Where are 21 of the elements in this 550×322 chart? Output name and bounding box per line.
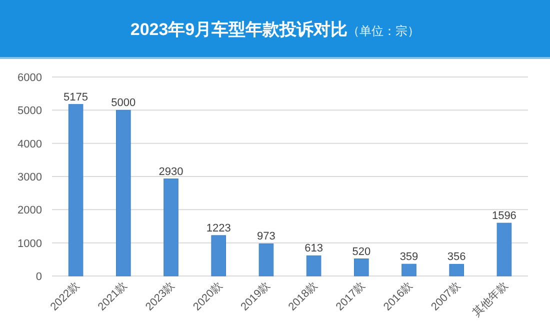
data-label: 973	[257, 230, 276, 243]
ytick: 6000	[18, 72, 42, 84]
data-label: 5000	[111, 97, 136, 110]
data-label: 1596	[492, 210, 516, 222]
ytick: 2000	[18, 204, 42, 217]
subtitle: （单位：宗）	[348, 24, 420, 38]
ytick: 0	[36, 271, 42, 283]
xtick: 其他年款	[470, 280, 510, 320]
ytick: 4000	[18, 138, 42, 150]
ytick: 3000	[18, 172, 42, 184]
data-label: 1223	[206, 222, 231, 234]
data-label: 356	[447, 251, 466, 264]
data-label: 2930	[158, 166, 184, 178]
title: 2023年9月车型年款投诉对比（单位：宗）	[130, 20, 420, 39]
data-label: 613	[304, 242, 323, 255]
ytick: 1000	[18, 238, 42, 250]
data-label: 359	[400, 251, 418, 264]
chart-title: 2023年9月车型年款投诉对比	[130, 20, 348, 39]
data-label: 5175	[64, 91, 88, 104]
ytick: 5000	[18, 105, 42, 118]
data-label: 520	[352, 246, 371, 258]
